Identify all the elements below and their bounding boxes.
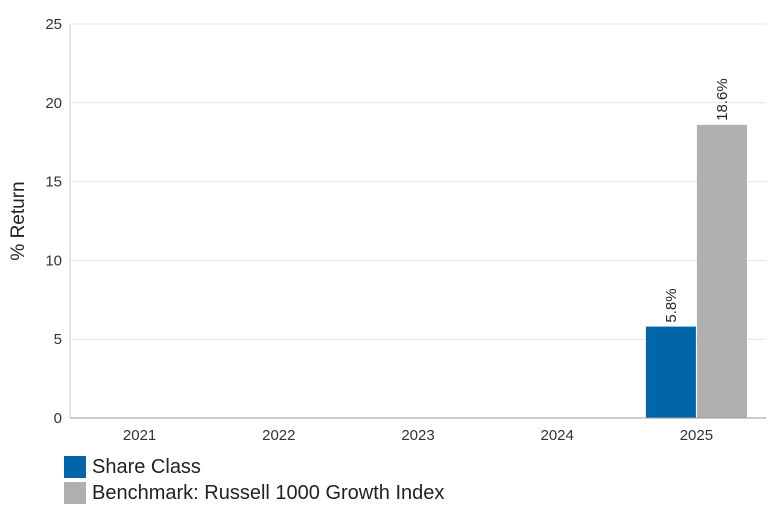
x-tick-label: 2022 bbox=[262, 427, 295, 444]
x-tick-label: 2021 bbox=[123, 427, 156, 444]
data-label-benchmark-2025: 18.6% bbox=[714, 78, 731, 121]
legend-label-benchmark: Benchmark: Russell 1000 Growth Index bbox=[92, 481, 445, 504]
legend-item-benchmark: Benchmark: Russell 1000 Growth Index bbox=[64, 480, 444, 506]
y-axis-ticks: 0 5 10 15 20 25 bbox=[45, 16, 62, 427]
y-axis-label: % Return bbox=[8, 181, 29, 260]
legend-swatch-share-class bbox=[64, 456, 86, 478]
y-tick-label: 15 bbox=[45, 174, 62, 191]
legend-label-share-class: Share Class bbox=[92, 455, 201, 478]
gridlines bbox=[70, 23, 766, 340]
y-tick-label: 10 bbox=[45, 252, 62, 269]
bar-benchmark-2025 bbox=[696, 124, 747, 418]
y-tick-label: 5 bbox=[54, 331, 62, 348]
data-labels: 5.8% 18.6% bbox=[663, 78, 731, 322]
legend-item-share-class: Share Class bbox=[64, 454, 444, 480]
x-tick-label: 2024 bbox=[541, 427, 574, 444]
x-tick-label: 2023 bbox=[401, 427, 434, 444]
bars bbox=[645, 124, 747, 418]
legend-swatch-benchmark bbox=[64, 482, 86, 504]
data-label-share-class-2025: 5.8% bbox=[663, 288, 680, 322]
y-tick-label: 25 bbox=[45, 16, 62, 33]
bar-share-class-2025 bbox=[645, 326, 696, 418]
x-axis-ticks: 2021 2022 2023 2024 2025 bbox=[123, 427, 713, 444]
y-tick-label: 20 bbox=[45, 95, 62, 112]
legend: Share Class Benchmark: Russell 1000 Grow… bbox=[64, 454, 444, 506]
y-tick-label: 0 bbox=[54, 410, 62, 427]
x-tick-label: 2025 bbox=[680, 427, 713, 444]
